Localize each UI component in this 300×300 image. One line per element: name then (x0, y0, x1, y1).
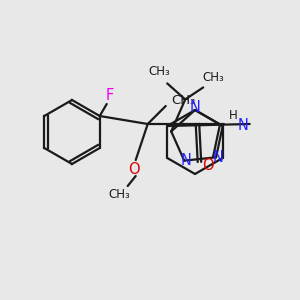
Text: O: O (128, 163, 140, 178)
Text: N: N (213, 150, 224, 165)
Text: CH₃: CH₃ (148, 65, 170, 78)
Text: N: N (190, 100, 200, 115)
Text: O: O (202, 158, 214, 173)
Text: N: N (181, 153, 192, 168)
Text: H: H (229, 109, 238, 122)
Text: F: F (106, 88, 114, 104)
Text: N: N (237, 118, 248, 134)
Text: CH₃: CH₃ (109, 188, 130, 200)
Text: CH₃: CH₃ (202, 71, 224, 84)
Text: CH₃: CH₃ (172, 94, 196, 106)
